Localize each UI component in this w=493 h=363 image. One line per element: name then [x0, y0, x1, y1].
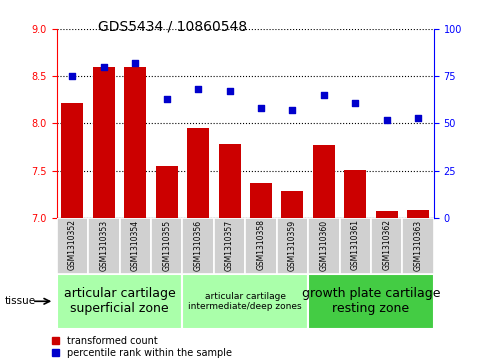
Point [383, 117, 390, 123]
Bar [308, 274, 434, 329]
Text: GDS5434 / 10860548: GDS5434 / 10860548 [98, 20, 247, 34]
Text: GSM1310355: GSM1310355 [162, 220, 171, 270]
Bar [376, 211, 398, 218]
Text: GSM1310359: GSM1310359 [288, 220, 297, 270]
Text: tissue: tissue [5, 296, 36, 306]
Text: GSM1310354: GSM1310354 [131, 220, 140, 270]
Bar [245, 218, 277, 274]
Bar [308, 218, 340, 274]
Text: GSM1310361: GSM1310361 [351, 220, 360, 270]
Bar [62, 103, 83, 218]
Point [226, 89, 234, 94]
Bar [88, 218, 119, 274]
Point [320, 92, 328, 98]
Point [352, 100, 359, 106]
Bar [119, 218, 151, 274]
Bar [57, 218, 88, 274]
Bar [124, 67, 146, 218]
Point [69, 73, 76, 79]
Text: growth plate cartilage
resting zone: growth plate cartilage resting zone [302, 287, 440, 315]
Bar [340, 218, 371, 274]
Bar [313, 145, 335, 218]
Bar [57, 274, 182, 329]
Point [163, 96, 171, 102]
Bar [182, 274, 308, 329]
Point [257, 105, 265, 111]
Text: GSM1310358: GSM1310358 [256, 220, 266, 270]
Text: GSM1310360: GSM1310360 [319, 220, 328, 270]
Point [414, 115, 422, 121]
Text: GSM1310357: GSM1310357 [225, 220, 234, 270]
Text: GSM1310352: GSM1310352 [68, 220, 77, 270]
Bar [151, 218, 182, 274]
Point [194, 86, 202, 92]
Bar [93, 67, 115, 218]
Legend: transformed count, percentile rank within the sample: transformed count, percentile rank withi… [52, 336, 232, 358]
Text: articular cartilage
superficial zone: articular cartilage superficial zone [64, 287, 176, 315]
Bar [187, 128, 209, 218]
Point [100, 64, 108, 70]
Point [131, 60, 139, 66]
Text: GSM1310353: GSM1310353 [99, 220, 108, 270]
Point [288, 107, 296, 113]
Bar [218, 144, 241, 218]
Bar [214, 218, 246, 274]
Bar [371, 218, 402, 274]
Bar [344, 170, 366, 218]
Bar [407, 210, 429, 218]
Text: GSM1310362: GSM1310362 [382, 220, 391, 270]
Text: articular cartilage
intermediate/deep zones: articular cartilage intermediate/deep zo… [188, 291, 302, 311]
Bar [402, 218, 434, 274]
Bar [182, 218, 214, 274]
Bar [282, 191, 303, 218]
Bar [250, 183, 272, 218]
Text: GSM1310356: GSM1310356 [194, 220, 203, 270]
Text: GSM1310363: GSM1310363 [414, 220, 423, 270]
Bar [156, 166, 177, 218]
Bar [277, 218, 308, 274]
